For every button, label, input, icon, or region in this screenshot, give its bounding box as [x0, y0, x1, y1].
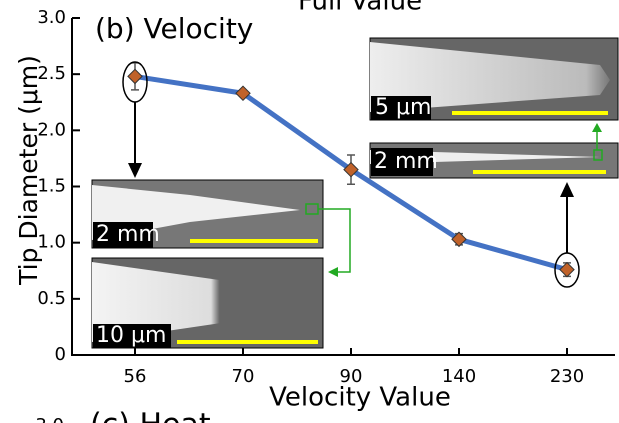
x-axis-label: Velocity Value [269, 383, 451, 413]
inset-label: 5 μm [375, 95, 431, 120]
y-tick-label: 3.0 [37, 7, 66, 28]
x-tick-label: 140 [442, 366, 476, 387]
y-tick-label: 0 [55, 344, 66, 365]
x-tick-label: 56 [124, 366, 147, 387]
chart: Full Value (b) Velocity Tip Diameter (μm… [0, 0, 619, 423]
inset-left-bottom: 10 μm [92, 258, 323, 348]
header-text: Full Value [298, 0, 422, 17]
next-panel-title: (c) Heat [90, 408, 211, 423]
data-point [128, 69, 142, 83]
x-tick-label: 70 [232, 366, 255, 387]
y-tick-label: 1.5 [37, 176, 66, 197]
next-panel-tick: 3.0 [35, 415, 64, 423]
inset-label: 10 μm [96, 323, 166, 348]
inset-label: 2 mm [374, 149, 438, 174]
inset-left-top: 2 mm [92, 180, 323, 248]
inset-label: 2 mm [96, 222, 160, 247]
x-tick-label: 230 [550, 366, 584, 387]
data-point [560, 263, 574, 277]
y-tick-label: 1.0 [37, 232, 66, 253]
inset-top-right: 5 μm [370, 38, 618, 120]
chart-title: (b) Velocity [95, 12, 253, 45]
y-tick-label: 0.5 [37, 288, 66, 309]
inset-mid-right: 2 mm [370, 143, 618, 178]
x-tick-label: 90 [340, 366, 363, 387]
y-tick-label: 2.0 [37, 119, 66, 140]
y-tick-label: 2.5 [37, 63, 66, 84]
